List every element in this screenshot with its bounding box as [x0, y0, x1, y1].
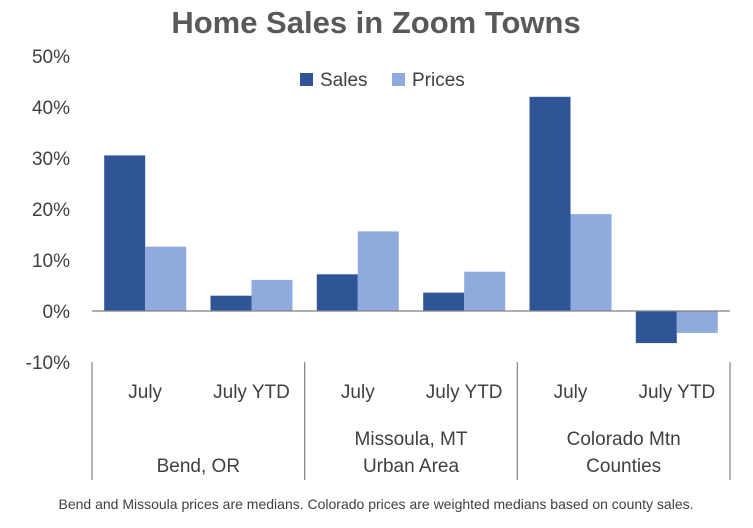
category-label: July: [554, 382, 588, 403]
legend-label-prices: Prices: [412, 70, 465, 91]
bar-prices-5: [676, 311, 718, 333]
legend-label-sales: Sales: [320, 70, 368, 91]
group-label: Missoula, MT: [355, 429, 468, 450]
y-tick-label: 0%: [43, 302, 71, 323]
legend-swatch-sales: [300, 73, 313, 86]
category-label: July YTD: [426, 382, 503, 403]
category-label: July YTD: [638, 382, 715, 403]
y-tick-label: -10%: [26, 353, 70, 374]
bar-sales-3: [423, 292, 465, 311]
group-label: Bend, OR: [157, 456, 240, 477]
bar-sales-4: [529, 96, 571, 311]
y-tick-label: 30%: [32, 149, 70, 170]
legend-swatch-prices: [392, 73, 405, 86]
category-label: July YTD: [213, 382, 290, 403]
x-axis: July July YTD July July YTD July July YTD Bend…: [91, 362, 731, 480]
bar-prices-1: [251, 279, 293, 311]
category-label: July: [341, 382, 375, 403]
plot-bars: [104, 96, 718, 344]
y-tick-label: 40%: [32, 98, 70, 119]
legend: Sales Prices: [300, 70, 465, 91]
group-label: Colorado Mtn: [567, 429, 681, 450]
bar-sales-2: [316, 274, 358, 311]
bar-prices-4: [570, 214, 612, 311]
bar-sales-0: [104, 155, 146, 311]
chart-title: Home Sales in Zoom Towns: [171, 5, 580, 40]
category-label: July: [128, 382, 162, 403]
bar-prices-0: [145, 246, 187, 311]
bar-sales-1: [210, 295, 252, 311]
group-label: Urban Area: [363, 456, 460, 477]
bar-prices-2: [357, 231, 399, 311]
bar-sales-5: [635, 311, 677, 344]
y-tick-label: 20%: [32, 200, 70, 221]
group-label: Counties: [586, 456, 661, 477]
y-axis-ticks: 50% 40% 30% 20% 10% 0% -10%: [26, 47, 70, 374]
footnote: Bend and Missoula prices are medians. Co…: [58, 496, 693, 512]
y-tick-label: 10%: [32, 251, 70, 272]
bar-prices-3: [464, 271, 506, 311]
y-tick-label: 50%: [32, 47, 70, 68]
